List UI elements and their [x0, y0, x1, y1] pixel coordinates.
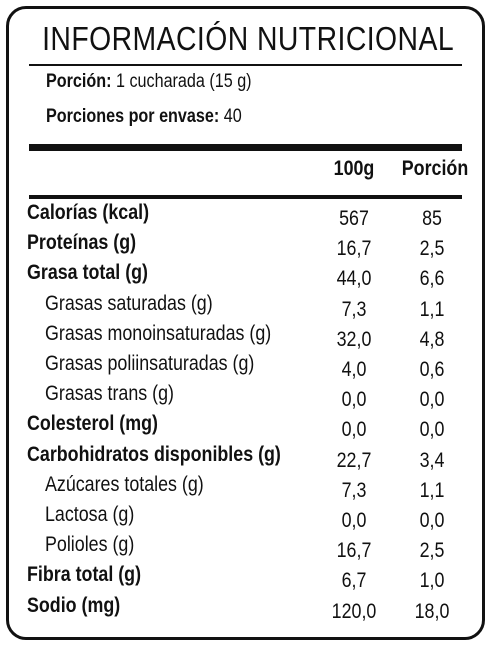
value-per-100g: 7,3 — [341, 297, 367, 321]
value-per-portion: 2,5 — [419, 237, 445, 261]
nutrient-row: Azúcares totales (g) 7,3 1,1 — [9, 472, 482, 502]
value-per-100g: 120,0 — [331, 599, 377, 623]
nutrient-row: Grasa total (g) 44,0 6,6 — [9, 260, 482, 290]
value-per-100g: 567 — [339, 207, 369, 230]
nutrient-row: Lactosa (g) 0,0 0,0 — [9, 502, 482, 532]
value-per-portion: 0,0 — [419, 418, 445, 442]
nutrient-name: Carbohidratos disponibles (g) — [27, 442, 281, 466]
nutrient-row: Sodio (mg) 120,0 18,0 — [9, 593, 482, 623]
value-per-portion: 1,0 — [419, 569, 445, 593]
nutrient-name: Lactosa (g) — [45, 503, 135, 526]
value-per-100g: 4,0 — [341, 358, 367, 381]
value-per-portion: 3,4 — [419, 448, 445, 472]
serving-size-line: Porción: 1 cucharada (15 g) — [46, 71, 252, 93]
nutrient-name: Colesterol (mg) — [27, 412, 158, 436]
nutrient-row: Grasas saturadas (g) 7,3 1,1 — [9, 291, 482, 321]
value-per-portion: 1,1 — [419, 297, 445, 321]
nutrient-row: Grasas trans (g) 0,0 0,0 — [9, 381, 482, 411]
value-per-portion: 85 — [422, 207, 442, 230]
nutrient-name: Sodio (mg) — [27, 593, 121, 617]
value-per-100g: 22,7 — [336, 448, 372, 472]
value-per-100g: 16,7 — [336, 539, 372, 563]
nutrient-name: Fibra total (g) — [27, 563, 142, 587]
nutrient-row: Colesterol (mg) 0,0 0,0 — [9, 411, 482, 441]
value-per-100g: 6,7 — [341, 569, 367, 593]
label-title: INFORMACIÓN NUTRICIONAL — [42, 20, 455, 57]
value-per-portion: 4,8 — [419, 327, 445, 351]
nutrient-name: Grasas trans (g) — [45, 382, 174, 406]
value-per-portion: 1,1 — [419, 478, 445, 502]
value-per-100g: 32,0 — [336, 327, 372, 351]
nutrition-facts-label: INFORMACIÓN NUTRICIONAL Porción: 1 cucha… — [6, 6, 485, 640]
header-divider — [29, 195, 462, 199]
nutrient-name: Grasas poliinsaturadas (g) — [45, 352, 255, 375]
nutrient-name: Grasas saturadas (g) — [45, 291, 213, 315]
nutrient-name: Grasa total (g) — [27, 261, 149, 285]
nutrient-row: Grasas poliinsaturadas (g) 4,0 0,6 — [9, 351, 482, 381]
value-per-portion: 18,0 — [414, 599, 450, 623]
value-per-portion: 0,0 — [419, 388, 445, 412]
value-per-portion: 6,6 — [419, 267, 445, 291]
servings-per-container-value: 40 — [223, 106, 242, 127]
nutrient-name: Grasas monoinsaturadas (g) — [45, 321, 272, 345]
value-per-100g: 16,7 — [336, 237, 372, 261]
serving-size-label: Porción: — [46, 71, 112, 92]
servings-per-container-line: Porciones por envase: 40 — [46, 106, 242, 128]
column-header-100g: 100g — [333, 157, 375, 180]
value-per-100g: 44,0 — [336, 267, 372, 291]
value-per-portion: 0,6 — [419, 358, 445, 381]
nutrient-row: Grasas monoinsaturadas (g) 32,0 4,8 — [9, 321, 482, 351]
value-per-portion: 0,0 — [419, 509, 445, 532]
title-divider — [29, 64, 462, 66]
nutrient-name: Proteínas (g) — [27, 231, 137, 255]
nutrient-row: Carbohidratos disponibles (g) 22,7 3,4 — [9, 442, 482, 472]
nutrient-row: Proteínas (g) 16,7 2,5 — [9, 230, 482, 260]
value-per-100g: 0,0 — [341, 418, 367, 442]
nutrient-row: Calorías (kcal) 567 85 — [9, 200, 482, 230]
nutrient-row: Polioles (g) 16,7 2,5 — [9, 532, 482, 562]
value-per-100g: 7,3 — [341, 478, 367, 502]
nutrient-row: Fibra total (g) 6,7 1,0 — [9, 562, 482, 592]
value-per-100g: 0,0 — [341, 388, 367, 412]
value-per-portion: 2,5 — [419, 539, 445, 563]
value-per-100g: 0,0 — [341, 509, 367, 532]
nutrient-name: Calorías (kcal) — [27, 201, 150, 224]
servings-per-container-label: Porciones por envase: — [46, 106, 220, 127]
serving-size-value: 1 cucharada (15 g) — [115, 71, 252, 92]
serving-divider — [29, 144, 462, 151]
column-header-portion: Porción — [401, 157, 469, 180]
nutrient-name: Azúcares totales (g) — [45, 472, 204, 496]
nutrient-name: Polioles (g) — [45, 533, 135, 557]
